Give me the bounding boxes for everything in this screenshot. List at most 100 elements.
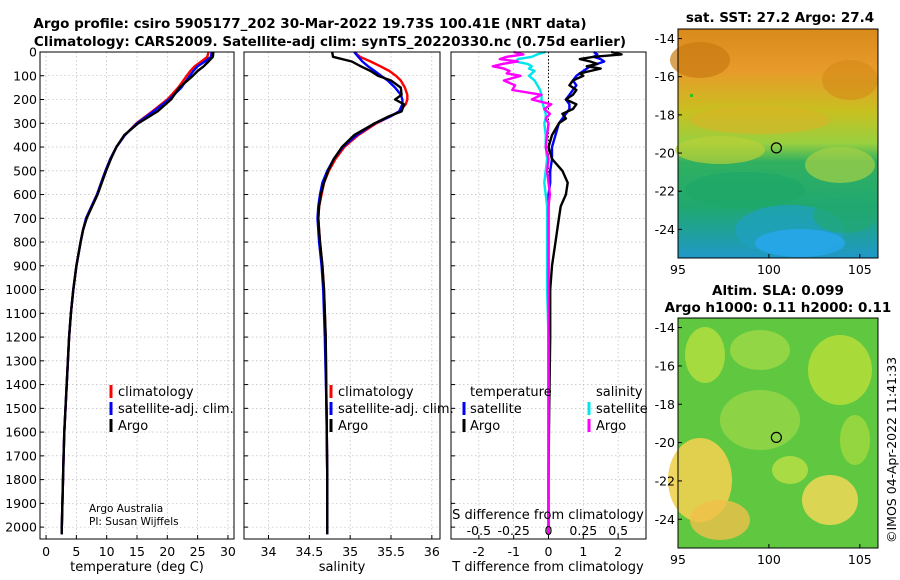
legend-climatology-label: climatology bbox=[338, 385, 414, 400]
x-tick-label: 30 bbox=[220, 544, 236, 559]
depth-tick-label: 1900 bbox=[5, 496, 37, 511]
lat-tick-label: -16 bbox=[655, 69, 675, 84]
salinity-diff-legend: salinity satellite Argo bbox=[587, 385, 648, 434]
legend-argo-label: Argo bbox=[118, 419, 148, 434]
legend-temperature-title: temperature bbox=[470, 385, 552, 400]
sla-features bbox=[668, 327, 872, 540]
sla-map-title: Altim. SLA: 0.099 bbox=[712, 283, 844, 299]
x-tick-label: 35.5 bbox=[377, 544, 405, 559]
difference-panel: -2 -1 0 1 2 -0.5 -0.25 0 0.25 0.5 T difference fr… bbox=[450, 50, 648, 575]
x-tick-label: 34.5 bbox=[295, 544, 323, 559]
pi-note: PI: Susan Wijffels bbox=[89, 516, 179, 528]
x-tick-label: 20 bbox=[159, 544, 175, 559]
legend-t-satellite-label: satellite bbox=[470, 402, 522, 417]
depth-tick-label: 900 bbox=[13, 258, 37, 273]
temperature-legend: climatology satellite-adj. clim. Argo bbox=[109, 385, 234, 434]
x-tick-label: -1 bbox=[507, 544, 519, 559]
depth-tick-label: 1700 bbox=[5, 448, 37, 463]
temperature-diff-legend: temperature satellite Argo bbox=[462, 385, 552, 434]
s-diff-tick-label: 0.25 bbox=[569, 523, 597, 538]
lat-tick-label: -22 bbox=[655, 184, 675, 199]
depth-tick-label: 500 bbox=[13, 163, 37, 178]
x-tick-label: 36 bbox=[424, 544, 440, 559]
x-tick-label: -2 bbox=[473, 544, 485, 559]
imos-timestamp: ©IMOS 04-Apr-2022 11:41:33 bbox=[884, 357, 899, 543]
lat-tick-label: -24 bbox=[655, 512, 675, 527]
t-difference-axis-label: T difference from climatology bbox=[451, 560, 644, 575]
depth-tick-label: 1800 bbox=[5, 472, 37, 487]
lon-tick-label: 105 bbox=[848, 552, 872, 567]
argo-position-marker bbox=[770, 431, 782, 444]
argo-position-marker bbox=[770, 142, 782, 154]
x-tick-label: 10 bbox=[99, 544, 115, 559]
depth-tick-label: 1600 bbox=[5, 425, 37, 440]
legend-satellite-adj-label: satellite-adj. clim. bbox=[118, 402, 234, 417]
x-tick-label: 34 bbox=[261, 544, 277, 559]
depth-tick-label: 0 bbox=[29, 45, 37, 60]
s-diff-tick-label: 0.5 bbox=[608, 523, 628, 538]
x-tick-label: 2 bbox=[614, 544, 622, 559]
depth-tick-label: 600 bbox=[13, 187, 37, 202]
series-argo bbox=[60, 51, 215, 535]
lon-tick-label: 95 bbox=[670, 262, 686, 277]
depth-tick-label: 1400 bbox=[5, 377, 37, 392]
x-tick-label: 0 bbox=[42, 544, 50, 559]
series-s-satellite bbox=[513, 50, 550, 535]
series-climatology bbox=[317, 51, 409, 535]
series-satellite-adj-clim- bbox=[316, 51, 404, 535]
legend-salinity-title: salinity bbox=[596, 385, 643, 400]
depth-tick-label: 1200 bbox=[5, 330, 37, 345]
series-t-satellite bbox=[547, 51, 606, 535]
x-tick-label: 15 bbox=[129, 544, 145, 559]
depth-tick-label: 200 bbox=[13, 92, 37, 107]
legend-climatology-label: climatology bbox=[118, 385, 194, 400]
series-t-argo bbox=[547, 50, 623, 535]
sla-map: Altim. SLA: 0.099 Argo h1000: 0.11 h2000… bbox=[655, 283, 892, 567]
lon-tick-label: 95 bbox=[670, 552, 686, 567]
x-tick-label: 5 bbox=[72, 544, 80, 559]
salinity-legend: climatology satellite-adj. clim. Argo bbox=[329, 385, 454, 434]
sst-map-title: sat. SST: 27.2 Argo: 27.4 bbox=[686, 10, 874, 26]
depth-tick-label: 1100 bbox=[5, 306, 37, 321]
x-tick-label: 0 bbox=[545, 544, 553, 559]
lon-tick-label: 100 bbox=[757, 262, 781, 277]
series-s-argo bbox=[491, 50, 553, 535]
temperature-axis-label: temperature (deg C) bbox=[70, 560, 204, 575]
s-difference-axis-label: S difference from climatology bbox=[452, 508, 644, 523]
depth-tick-label: 1500 bbox=[5, 401, 37, 416]
lon-tick-label: 105 bbox=[848, 262, 872, 277]
lat-tick-label: -18 bbox=[655, 397, 675, 412]
depth-tick-label: 100 bbox=[13, 68, 37, 83]
lon-tick-label: 100 bbox=[757, 552, 781, 567]
lat-tick-label: -22 bbox=[655, 473, 675, 488]
lat-tick-label: -20 bbox=[655, 435, 675, 450]
sst-features bbox=[670, 42, 878, 257]
argo-australia-note: Argo Australia bbox=[89, 503, 163, 515]
depth-tick-label: 1300 bbox=[5, 353, 37, 368]
lat-tick-label: -24 bbox=[655, 222, 675, 237]
x-tick-label: 35 bbox=[342, 544, 358, 559]
temperature-panel: 0100200300400500600700800900100011001200… bbox=[5, 45, 236, 576]
x-tick-label: 1 bbox=[579, 544, 587, 559]
legend-t-argo-label: Argo bbox=[470, 419, 500, 434]
salinity-axis-label: salinity bbox=[319, 560, 366, 575]
legend-s-satellite-label: satellite bbox=[596, 402, 648, 417]
sst-map: sat. SST: 27.2 Argo: 27.4 95 100 105 -14 -16… bbox=[655, 10, 879, 277]
depth-tick-label: 700 bbox=[13, 211, 37, 226]
depth-tick-label: 300 bbox=[13, 116, 37, 131]
figure-subtitle: Climatology: CARS2009. Satellite-adj cli… bbox=[34, 34, 626, 50]
lat-tick-label: -18 bbox=[655, 107, 675, 122]
figure-title: Argo profile: csiro 5905177_202 30-Mar-2… bbox=[33, 16, 586, 32]
s-diff-tick-label: 0 bbox=[545, 523, 553, 538]
depth-tick-label: 1000 bbox=[5, 282, 37, 297]
lat-tick-label: -20 bbox=[655, 146, 675, 161]
lat-tick-label: -14 bbox=[655, 320, 675, 335]
series-argo bbox=[317, 51, 406, 535]
salinity-panel: 34 34.5 35 35.5 36 salinity climatology sate… bbox=[243, 51, 454, 575]
s-diff-tick-label: -0.5 bbox=[467, 523, 491, 538]
depth-tick-label: 2000 bbox=[5, 520, 37, 535]
lat-tick-label: -14 bbox=[655, 31, 675, 46]
x-tick-label: 25 bbox=[190, 544, 206, 559]
legend-argo-label: Argo bbox=[338, 419, 368, 434]
